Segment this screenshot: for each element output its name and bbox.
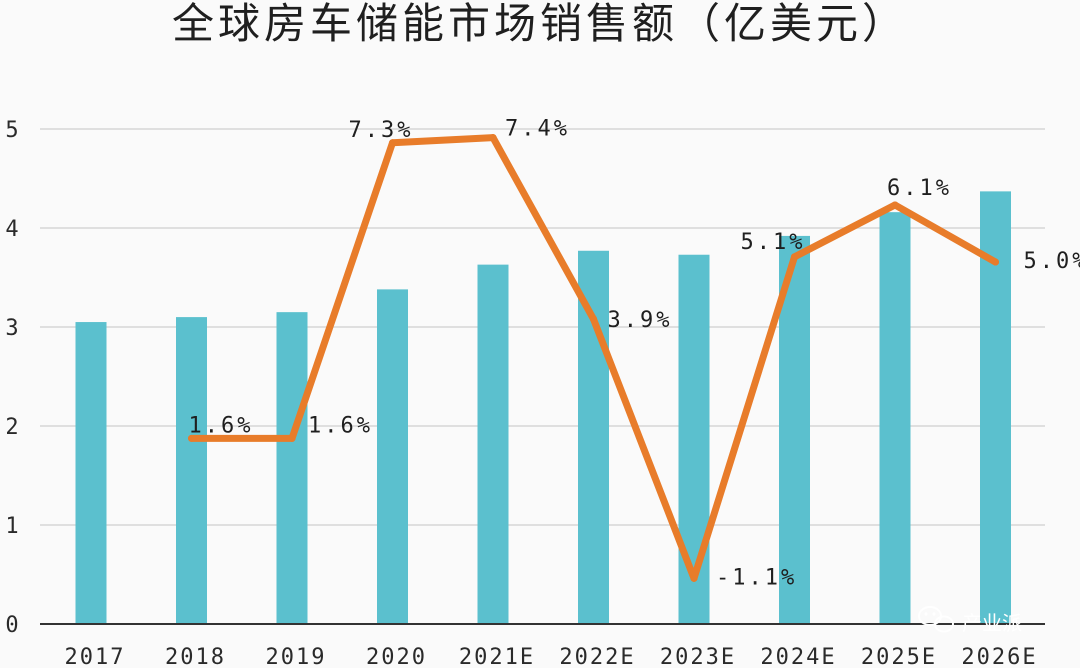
x-tick-label: 2017	[65, 645, 126, 668]
line-point	[389, 139, 396, 147]
line-data-label: 3.9%	[608, 308, 673, 333]
line-data-label: -1.1%	[716, 565, 797, 590]
y-tick-label: 5	[5, 118, 18, 143]
bar	[75, 322, 107, 624]
chart-title: 全球房车储能市场销售额（亿美元）	[172, 0, 908, 48]
bar	[377, 289, 408, 624]
data-labels: 1.6% 1.6% 7.3% 7.4% 3.9% -1.1% 5.1% 6.1% 5.0%	[189, 117, 1080, 591]
x-tick-label: 2026E	[961, 645, 1037, 668]
line-segment	[891, 201, 999, 266]
line-segment	[690, 253, 798, 582]
bar	[578, 250, 609, 624]
bar-series	[75, 191, 1011, 625]
gridlines	[40, 128, 1045, 526]
bar	[678, 254, 710, 625]
x-tick-label: 2023E	[660, 645, 736, 668]
line-point	[590, 315, 597, 323]
bar	[879, 212, 911, 624]
line-point	[891, 201, 899, 209]
line-data-label: 6.1%	[887, 176, 952, 201]
line-series	[188, 134, 999, 582]
line-segment	[389, 134, 497, 147]
line-point	[791, 253, 798, 261]
wechat-icon	[918, 606, 954, 633]
y-tick-label: 1	[5, 514, 18, 539]
line-point	[489, 134, 497, 142]
line-point	[188, 434, 195, 442]
line-point	[690, 574, 698, 582]
y-tick-label: 2	[5, 415, 18, 440]
x-tick-label: 2025E	[861, 645, 937, 668]
y-tick-label: 0	[5, 613, 18, 638]
line-data-label: 1.6%	[308, 413, 373, 438]
x-tick-label: 2022E	[559, 645, 635, 668]
line-segment	[489, 134, 597, 323]
watermark-text: 产业派	[962, 611, 1022, 635]
watermark: 产业派	[918, 606, 1022, 635]
line-point	[992, 258, 999, 266]
line-data-label: 1.6%	[189, 413, 254, 438]
x-tick-label: 2024E	[760, 645, 836, 668]
line-data-label: 5.0%	[1024, 249, 1080, 274]
line-data-label: 5.1%	[741, 230, 806, 255]
line-point	[288, 434, 296, 442]
line-segment	[288, 139, 396, 442]
bar	[176, 317, 207, 624]
line-data-label: 7.4%	[505, 117, 570, 142]
line-segment	[791, 201, 899, 261]
x-tick-label: 2021E	[459, 645, 535, 668]
y-tick-label: 3	[5, 316, 18, 341]
x-tick-label: 2018	[165, 645, 226, 668]
x-tick-label: 2020	[366, 645, 427, 668]
line-data-label: 7.3%	[349, 118, 414, 143]
line-segment	[590, 315, 698, 582]
x-tick-label: 2019	[266, 645, 327, 668]
y-axis-ticks: 0 1 2 3 4 5	[5, 118, 18, 638]
y-tick-label: 4	[5, 217, 18, 242]
bar	[276, 312, 308, 624]
x-axis-ticks: 2017 2018 2019 2020 2021E 2022E 2023E 2024E 2025…	[65, 645, 1037, 668]
bar	[477, 264, 509, 624]
